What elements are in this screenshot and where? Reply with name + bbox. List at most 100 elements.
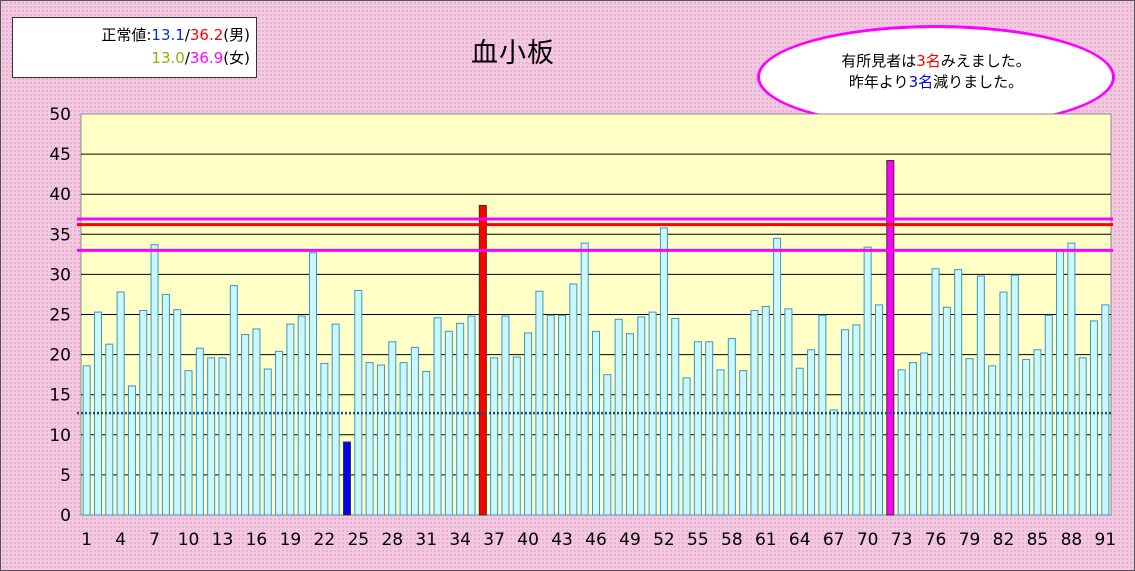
reference-lines bbox=[77, 217, 1113, 415]
bar bbox=[444, 330, 453, 516]
bar bbox=[195, 347, 204, 516]
note-line2-num: 3名 bbox=[908, 73, 934, 91]
bar bbox=[263, 368, 272, 516]
bar bbox=[874, 304, 883, 516]
bar bbox=[739, 370, 748, 516]
highlighted-bar bbox=[342, 441, 351, 516]
x-tick-label: 73 bbox=[891, 530, 913, 550]
bar bbox=[1044, 314, 1053, 516]
y-tick-label: 45 bbox=[49, 145, 71, 165]
bar bbox=[512, 356, 521, 516]
bar bbox=[614, 318, 623, 516]
bar bbox=[920, 352, 929, 516]
bar bbox=[388, 341, 397, 516]
bar bbox=[591, 330, 601, 516]
y-tick-label: 5 bbox=[60, 466, 71, 486]
bar bbox=[320, 362, 329, 516]
bar bbox=[807, 349, 816, 516]
bar bbox=[524, 332, 533, 516]
bar bbox=[829, 409, 838, 516]
bar bbox=[467, 315, 476, 516]
bar bbox=[1101, 304, 1110, 516]
bar bbox=[818, 314, 827, 516]
x-tick-label: 34 bbox=[449, 530, 471, 550]
bar bbox=[161, 293, 170, 516]
y-tick-label: 20 bbox=[49, 346, 71, 366]
bar bbox=[795, 367, 804, 516]
x-tick-label: 16 bbox=[246, 530, 268, 550]
bar bbox=[1078, 357, 1087, 516]
bar bbox=[376, 364, 385, 516]
bar bbox=[229, 285, 238, 516]
bar bbox=[490, 357, 499, 516]
bar bbox=[82, 365, 91, 516]
x-tick-label: 28 bbox=[381, 530, 403, 550]
bar bbox=[693, 341, 702, 516]
x-tick-label: 46 bbox=[585, 530, 607, 550]
bar bbox=[127, 385, 136, 516]
bar bbox=[410, 346, 419, 516]
normal-range-legend: 正常値:13.1/36.2(男) 13.0/36.9(女) bbox=[12, 17, 257, 78]
x-tick-label: 64 bbox=[789, 530, 811, 550]
bar bbox=[659, 227, 668, 516]
bar bbox=[331, 323, 340, 516]
y-tick-label: 40 bbox=[49, 185, 71, 205]
bar bbox=[852, 324, 861, 516]
bar bbox=[716, 369, 725, 516]
bar bbox=[116, 291, 125, 516]
bar bbox=[150, 244, 159, 516]
note-line2-post: 減りました。 bbox=[933, 73, 1024, 91]
x-tick-label: 49 bbox=[619, 530, 641, 550]
bar bbox=[580, 242, 589, 516]
x-tick-label: 82 bbox=[993, 530, 1015, 550]
bar bbox=[965, 358, 974, 516]
bar bbox=[354, 289, 363, 516]
legend-male-low: 13.1 bbox=[151, 26, 185, 44]
note-line-1: 有所見者は3名みえました。 bbox=[760, 51, 1112, 72]
bar bbox=[1010, 274, 1019, 516]
y-tick-label: 25 bbox=[49, 306, 71, 326]
x-axis-ticks: 1 4 7 10 13 16 19 22 25 28 31 34 37 40 43 46 49 52 55 58 61 6… bbox=[81, 530, 1116, 550]
bar bbox=[546, 314, 555, 516]
bar bbox=[637, 316, 646, 516]
bar bbox=[422, 370, 431, 516]
legend-male-label: (男) bbox=[223, 26, 250, 44]
x-tick-label: 1 bbox=[81, 530, 92, 550]
x-tick-label: 13 bbox=[212, 530, 234, 550]
bar bbox=[671, 318, 680, 516]
bar bbox=[625, 333, 634, 516]
x-tick-label: 55 bbox=[687, 530, 709, 550]
bar bbox=[682, 377, 691, 516]
bar bbox=[297, 315, 306, 516]
bar bbox=[399, 362, 408, 516]
bar bbox=[863, 246, 872, 516]
x-tick-label: 40 bbox=[517, 530, 539, 550]
legend-female-low: 13.0 bbox=[151, 49, 185, 67]
x-tick-label: 52 bbox=[653, 530, 675, 550]
bar bbox=[988, 365, 997, 516]
bar bbox=[897, 369, 906, 516]
x-tick-label: 61 bbox=[755, 530, 777, 550]
x-tick-label: 19 bbox=[280, 530, 302, 550]
bar bbox=[761, 305, 770, 516]
x-tick-label: 22 bbox=[314, 530, 336, 550]
bar bbox=[1022, 358, 1031, 516]
bar bbox=[535, 290, 544, 516]
bar bbox=[456, 322, 465, 516]
bar bbox=[501, 315, 510, 516]
legend-slash: / bbox=[184, 26, 190, 44]
legend-slash-2: / bbox=[184, 49, 190, 67]
x-tick-label: 67 bbox=[823, 530, 845, 550]
bar bbox=[931, 268, 940, 516]
bar bbox=[1090, 320, 1099, 516]
bar bbox=[433, 317, 442, 516]
x-tick-label: 43 bbox=[551, 530, 573, 550]
bars bbox=[82, 160, 1110, 516]
bar bbox=[365, 362, 374, 516]
y-tick-label: 35 bbox=[49, 225, 71, 245]
bar bbox=[908, 362, 917, 516]
x-tick-label: 88 bbox=[1061, 530, 1083, 550]
bar bbox=[558, 314, 567, 516]
